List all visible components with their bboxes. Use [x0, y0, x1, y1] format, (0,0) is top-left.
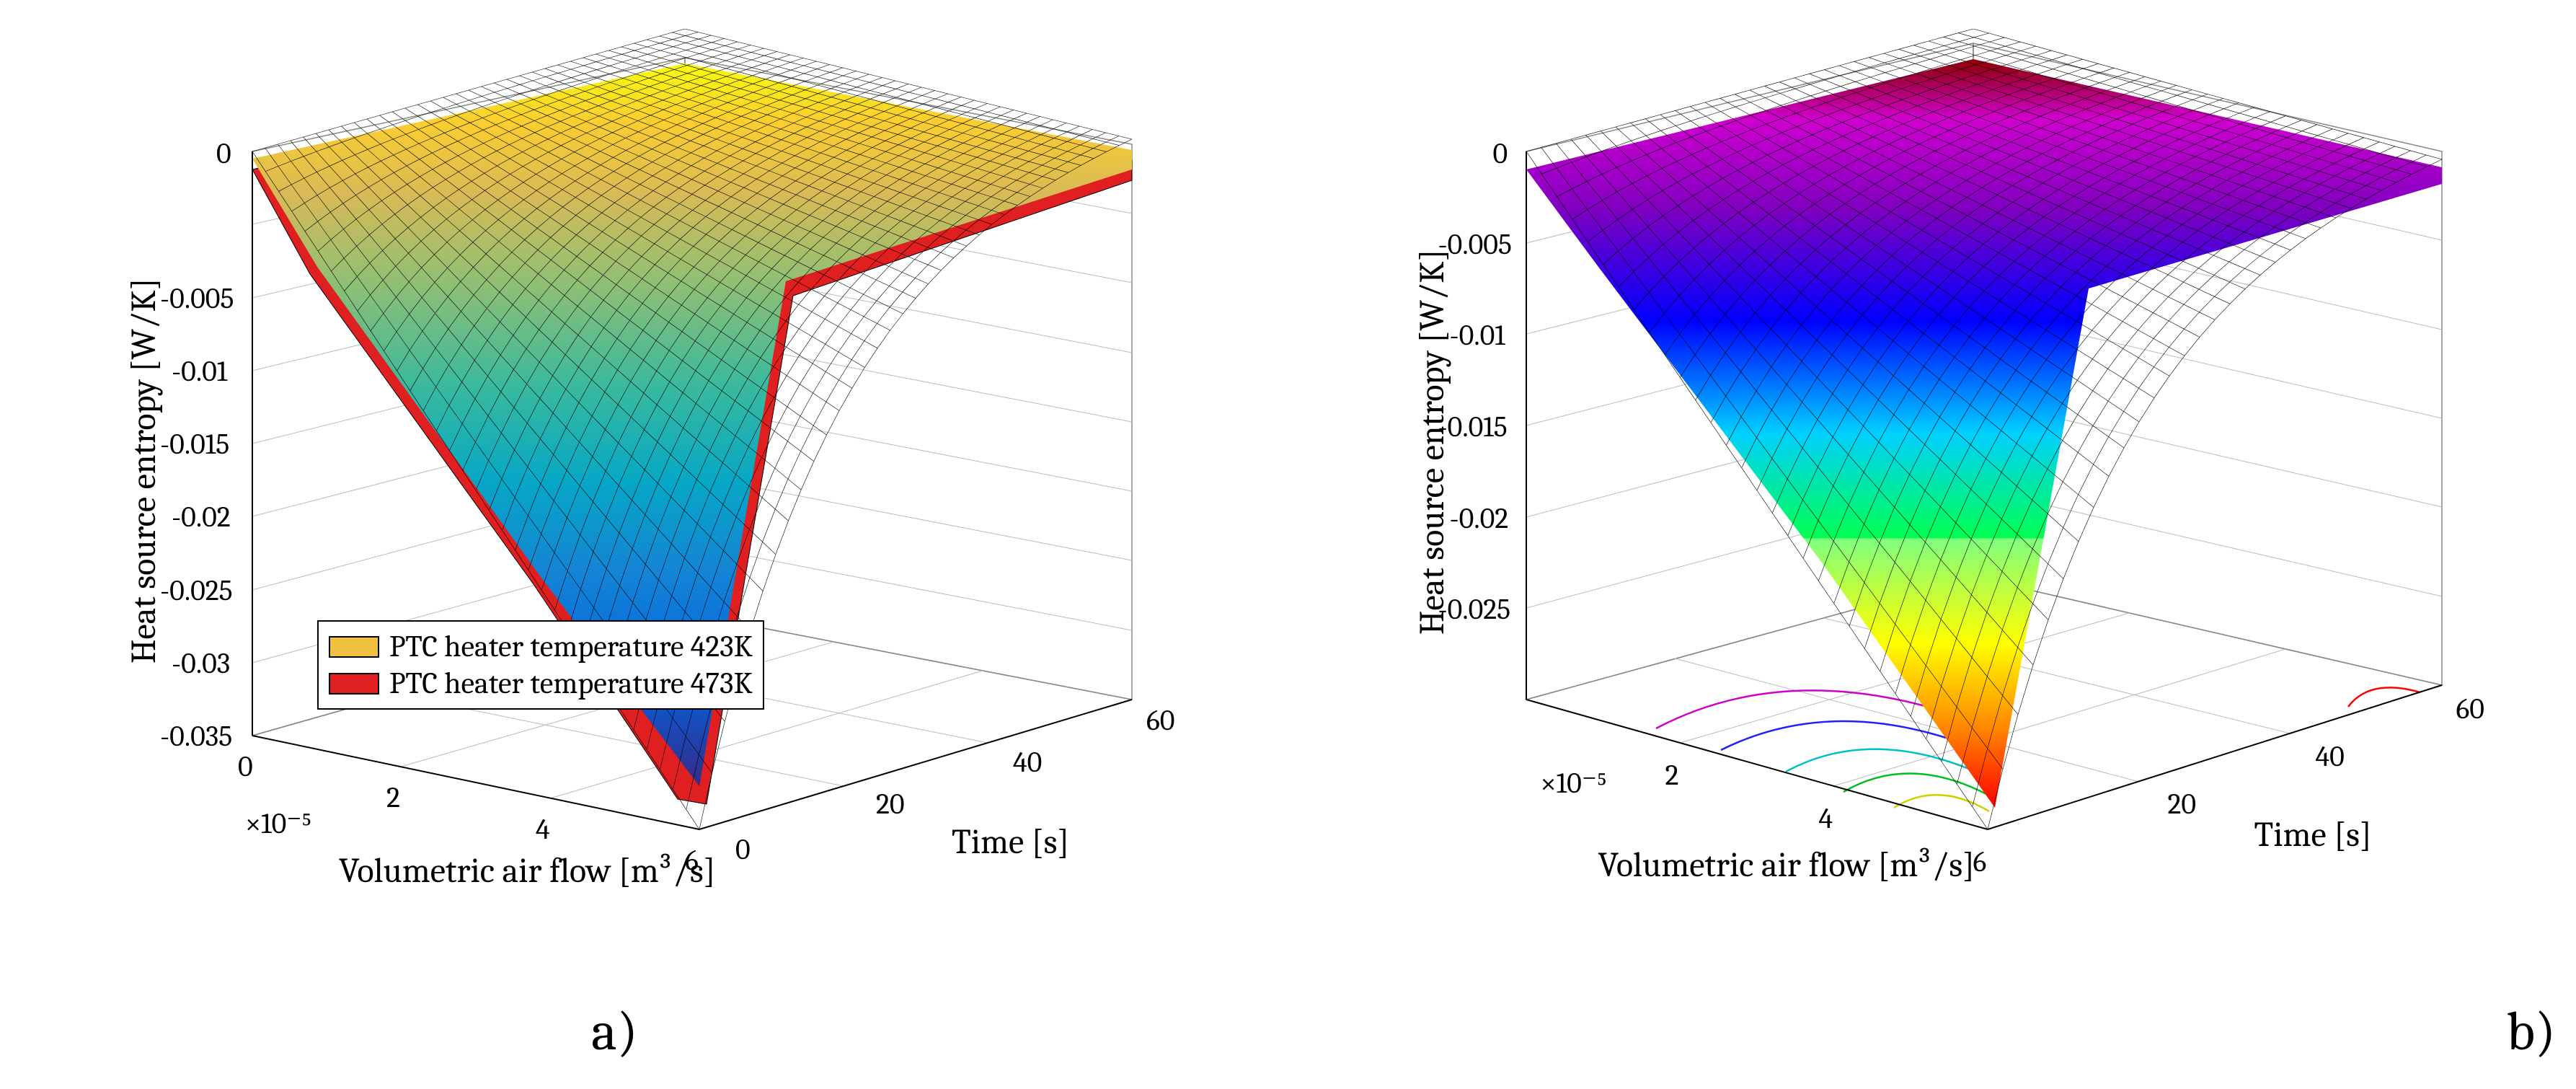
legend-label-473k: PTC heater temperature 473K	[389, 666, 753, 701]
y-tick-b: 20	[2168, 788, 2197, 821]
legend-swatch-423k	[329, 636, 379, 658]
x-tick-b: 4	[1819, 802, 1833, 835]
legend-label-423k: PTC heater temperature 423K	[389, 629, 753, 664]
x-tick: 4	[536, 813, 550, 846]
z-tick: -0.005	[160, 282, 234, 315]
z-tick: -0.03	[172, 647, 230, 680]
y-tick: 0	[735, 833, 751, 866]
y-tick-b: 60	[2456, 692, 2484, 726]
x-tick: 2	[386, 781, 400, 814]
surface-b	[1526, 59, 2442, 808]
x-scale-exp-b: ×10⁻⁵	[1541, 766, 1607, 800]
z-tick-b: -0.02	[1450, 502, 1509, 535]
panel-a: -0.035 -0.03 -0.025 -0.02 -0.015 -0.01 -…	[0, 0, 1288, 981]
x-tick: 0	[238, 750, 253, 783]
y-tick: 20	[876, 788, 905, 821]
z-tick: -0.02	[172, 501, 231, 534]
plot-b-area: -0.025 -0.02 -0.015 -0.01 -0.005 0 2 4 6…	[1418, 29, 2500, 880]
z-tick-b: 0	[1493, 137, 1508, 170]
y-axis-label-b: Time [s]	[2254, 815, 2372, 855]
z-axis-label-b: Heat source entropy [W/K]	[1412, 250, 1452, 635]
plot-a-area: -0.035 -0.03 -0.025 -0.02 -0.015 -0.01 -…	[130, 29, 1211, 880]
legend-swatch-473k	[329, 673, 379, 695]
caption-b: b)	[2506, 1000, 2556, 1063]
z-tick: 0	[216, 137, 231, 170]
plot-a-svg	[130, 29, 1211, 880]
z-axis-label: Heat source entropy [W/K]	[124, 278, 164, 663]
x-scale-exp: ×10⁻⁵	[245, 806, 311, 840]
z-tick: -0.01	[172, 355, 227, 388]
panel-b: -0.025 -0.02 -0.015 -0.01 -0.005 0 2 4 6…	[1288, 0, 2576, 981]
x-tick-b: 2	[1665, 759, 1679, 792]
x-axis-label-b: Volumetric air flow [m³/s]	[1598, 845, 1975, 885]
z-tick: -0.035	[160, 720, 232, 753]
x-axis-label: Volumetric air flow [m³/s]	[339, 851, 715, 891]
z-tick: -0.025	[160, 574, 233, 607]
y-tick: 40	[1013, 746, 1042, 779]
caption-row: a) b)	[0, 981, 2576, 1082]
legend-a: PTC heater temperature 423K PTC heater t…	[317, 620, 764, 710]
y-tick: 60	[1146, 704, 1174, 737]
floor-contours	[1656, 687, 2420, 811]
z-tick: -0.015	[160, 428, 229, 461]
figure-container: -0.035 -0.03 -0.025 -0.02 -0.015 -0.01 -…	[0, 0, 2576, 1089]
x-tick-b: 6	[1973, 845, 1987, 878]
y-axis-label: Time [s]	[952, 822, 1069, 862]
z-tick-b: -0.01	[1450, 319, 1505, 352]
y-tick-b: 40	[2316, 740, 2345, 773]
caption-a: a)	[591, 1000, 638, 1063]
